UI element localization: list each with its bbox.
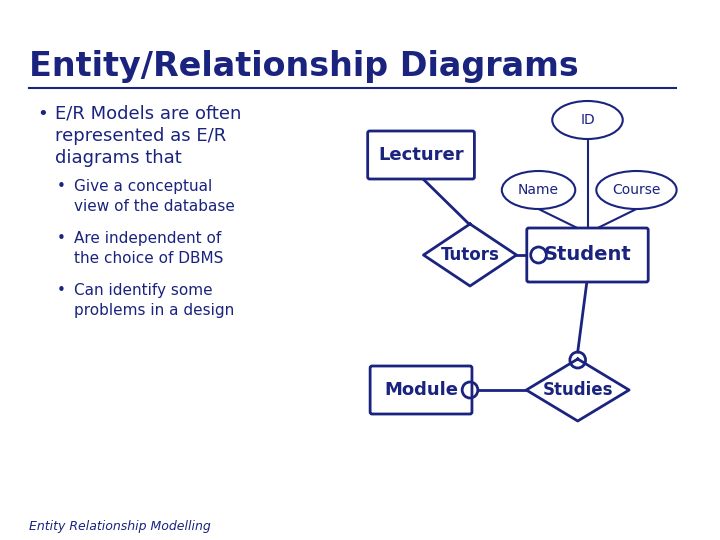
- Ellipse shape: [596, 171, 677, 209]
- Text: Entity/Relationship Diagrams: Entity/Relationship Diagrams: [30, 50, 579, 83]
- Text: Give a conceptual: Give a conceptual: [74, 179, 212, 194]
- Text: Can identify some: Can identify some: [74, 283, 213, 298]
- Text: represented as E/R: represented as E/R: [55, 127, 226, 145]
- Text: Course: Course: [612, 183, 661, 197]
- FancyBboxPatch shape: [527, 228, 648, 282]
- Text: •: •: [57, 231, 66, 246]
- Polygon shape: [423, 224, 516, 286]
- Text: Student: Student: [544, 246, 631, 265]
- Ellipse shape: [552, 101, 623, 139]
- Text: diagrams that: diagrams that: [55, 149, 181, 167]
- Text: Name: Name: [518, 183, 559, 197]
- Text: Module: Module: [384, 381, 458, 399]
- Ellipse shape: [502, 171, 575, 209]
- Text: •: •: [57, 179, 66, 194]
- Text: Lecturer: Lecturer: [378, 146, 464, 164]
- Text: •: •: [57, 283, 66, 298]
- Text: problems in a design: problems in a design: [74, 303, 235, 318]
- Text: Are independent of: Are independent of: [74, 231, 222, 246]
- Text: •: •: [37, 105, 48, 123]
- Text: E/R Models are often: E/R Models are often: [55, 105, 241, 123]
- FancyBboxPatch shape: [370, 366, 472, 414]
- Text: Entity Relationship Modelling: Entity Relationship Modelling: [30, 520, 211, 533]
- Text: Tutors: Tutors: [441, 246, 500, 264]
- Text: ID: ID: [580, 113, 595, 127]
- Polygon shape: [526, 359, 629, 421]
- FancyBboxPatch shape: [368, 131, 474, 179]
- Text: Studies: Studies: [542, 381, 613, 399]
- Text: view of the database: view of the database: [74, 199, 235, 214]
- Text: the choice of DBMS: the choice of DBMS: [74, 251, 224, 266]
